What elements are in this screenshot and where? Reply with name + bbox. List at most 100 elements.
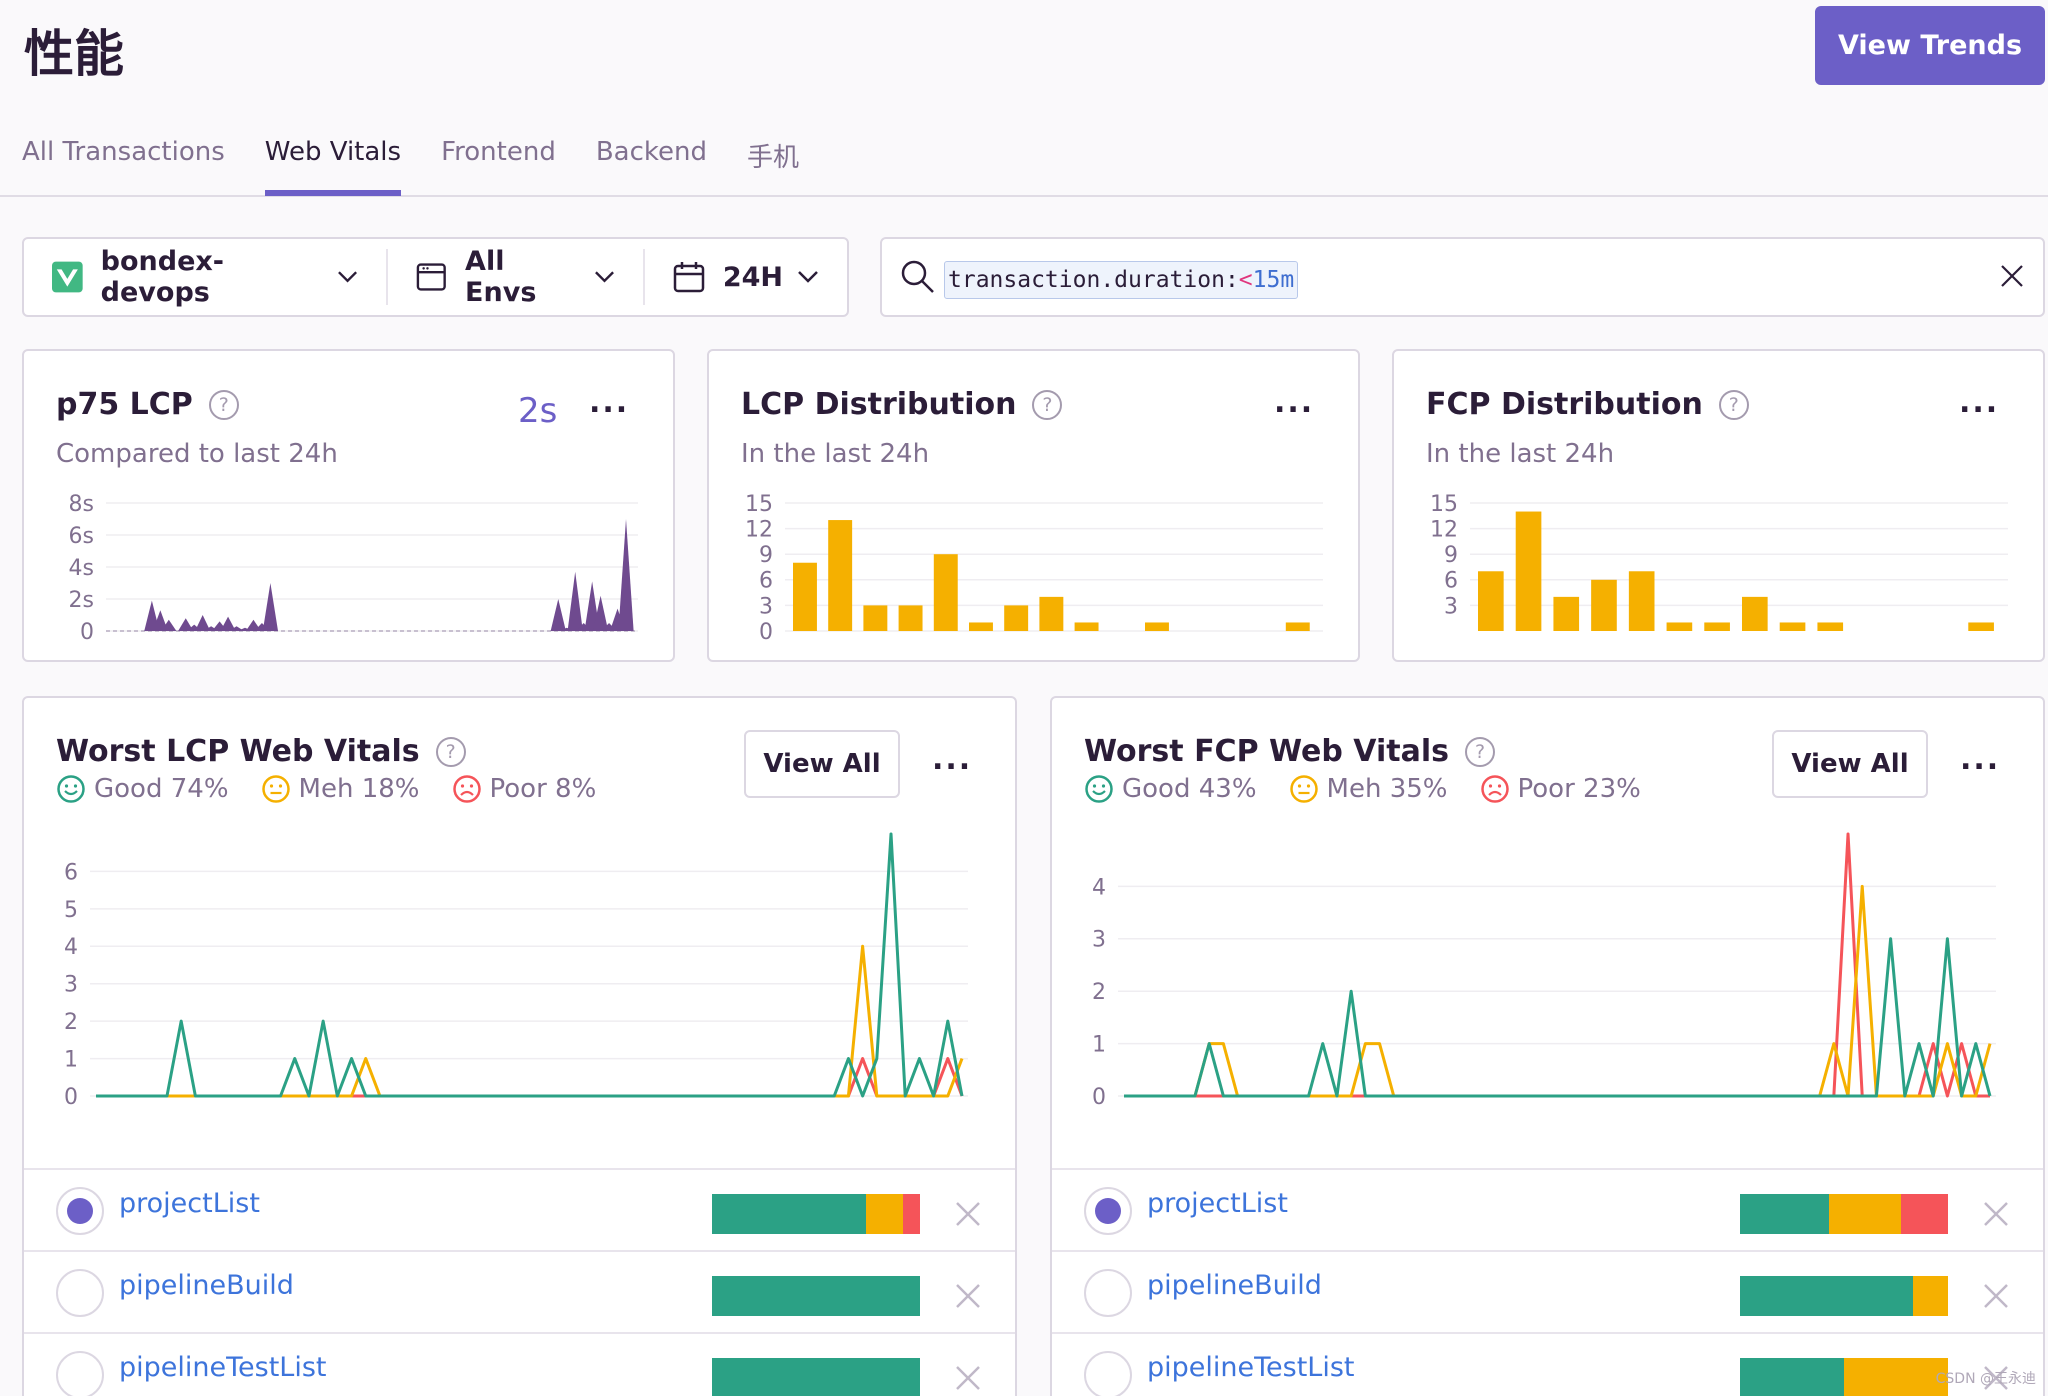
card-title-text: p75 LCP	[56, 387, 193, 422]
row-radio[interactable]	[1084, 1187, 1132, 1235]
close-icon[interactable]	[954, 1282, 982, 1310]
bar	[1285, 622, 1310, 631]
close-icon[interactable]	[1982, 1364, 2010, 1392]
search-token[interactable]: transaction.duration:<15m	[944, 261, 1299, 299]
more-icon[interactable]: ...	[589, 385, 630, 420]
bar	[1968, 622, 1994, 631]
transaction-name-link[interactable]: pipelineBuild	[119, 1270, 294, 1301]
help-icon[interactable]: ?	[1465, 736, 1495, 767]
transaction-name-link[interactable]: projectList	[1147, 1188, 1288, 1219]
view-trends-button[interactable]: View Trends	[1815, 6, 2045, 85]
neutral-face-icon	[1289, 775, 1318, 803]
environment-filter[interactable]: All Envs	[388, 246, 645, 308]
row-radio[interactable]	[56, 1187, 104, 1235]
p75-lcp-card: p75 LCP? Compared to last 24h 2s ... 8s 6…	[22, 349, 675, 662]
view-all-button[interactable]: View All	[1772, 730, 1928, 798]
bar	[793, 562, 817, 631]
transaction-name-link[interactable]: pipelineBuild	[1147, 1270, 1322, 1301]
help-icon[interactable]: ?	[1032, 389, 1063, 420]
row-radio[interactable]	[56, 1269, 104, 1317]
score-segment-good	[712, 1276, 920, 1316]
legend-poor-label: Poor 23%	[1517, 774, 1641, 804]
more-icon[interactable]: ...	[1274, 385, 1315, 420]
period-filter-label: 24H	[722, 261, 783, 293]
bar	[1779, 622, 1806, 631]
y-tick-label: 2s	[69, 588, 94, 613]
legend-good-label: Good 43%	[1122, 774, 1257, 804]
close-icon[interactable]	[1999, 263, 2025, 289]
y-tick-label: 12	[745, 518, 773, 543]
transaction-row[interactable]: pipelineTestList	[1052, 1332, 2043, 1396]
transaction-row[interactable]: pipelineTestList	[24, 1332, 1015, 1396]
score-segment-meh	[865, 1194, 904, 1234]
more-icon[interactable]: ...	[1960, 742, 2001, 777]
more-icon[interactable]: ...	[1959, 385, 2000, 420]
view-all-button[interactable]: View All	[744, 730, 900, 798]
legend-meh: Meh 18%	[261, 774, 420, 804]
y-tick-label: 2	[1092, 980, 1106, 1005]
help-icon[interactable]: ?	[208, 389, 239, 420]
transaction-row[interactable]: projectList	[24, 1168, 1015, 1250]
more-icon[interactable]: ...	[932, 742, 973, 777]
tab-mobile[interactable]: 手机	[747, 143, 800, 173]
y-tick-label: 3	[1092, 928, 1106, 953]
transaction-row[interactable]: projectList	[1052, 1168, 2043, 1250]
neutral-face-icon	[261, 775, 290, 803]
page-header: 性能 View Trends All Transactions Web Vita…	[0, 0, 2048, 197]
row-radio[interactable]	[1084, 1351, 1132, 1396]
close-icon[interactable]	[1982, 1200, 2010, 1228]
close-icon[interactable]	[1982, 1282, 2010, 1310]
card-subtitle: In the last 24h	[1426, 439, 1615, 469]
row-radio[interactable]	[1084, 1269, 1132, 1317]
transaction-name-link[interactable]: projectList	[119, 1188, 260, 1219]
bar	[1039, 596, 1064, 631]
help-icon[interactable]: ?	[435, 736, 466, 767]
page-filter-bar: bondex-devops All Envs 24H	[22, 237, 849, 317]
transaction-name-link[interactable]: pipelineTestList	[119, 1352, 327, 1383]
series-line-good	[96, 832, 964, 1098]
y-tick-label: 0	[1092, 1085, 1106, 1110]
close-icon[interactable]	[954, 1364, 982, 1392]
transaction-row[interactable]: pipelineBuild	[1052, 1250, 2043, 1332]
y-tick-label: 3	[1444, 594, 1458, 619]
help-icon[interactable]: ?	[1718, 389, 1749, 420]
legend-poor: Poor 23%	[1480, 774, 1641, 804]
legend-good: Good 74%	[56, 774, 229, 804]
y-tick-label: 3	[64, 973, 78, 998]
search-bar[interactable]: transaction.duration:<15m	[880, 237, 2045, 317]
project-filter-label: bondex-devops	[100, 246, 225, 308]
worst-fcp-card: Worst FCP Web Vitals? Good 43% Meh 35% P…	[1050, 696, 2045, 1396]
bar	[1553, 596, 1580, 631]
card-title: Worst LCP Web Vitals?	[56, 734, 466, 769]
y-tick-label: 6	[64, 860, 78, 885]
y-tick-label: 8s	[69, 492, 94, 517]
project-filter[interactable]: bondex-devops	[24, 246, 389, 308]
bar	[1074, 622, 1099, 631]
bar	[863, 605, 888, 631]
card-title: LCP Distribution?	[741, 387, 1063, 422]
score-segment-meh	[1828, 1194, 1901, 1234]
period-filter[interactable]: 24H	[645, 249, 847, 305]
lcp-distribution-card: LCP Distribution? In the last 24h ... 15…	[707, 349, 1360, 662]
bar	[1478, 571, 1504, 631]
y-tick-label: 0	[80, 620, 94, 641]
transaction-row[interactable]: pipelineBuild	[24, 1250, 1015, 1332]
window-icon	[417, 263, 447, 291]
card-title-text: FCP Distribution	[1426, 387, 1703, 422]
row-radio[interactable]	[56, 1351, 104, 1396]
vitals-score-bar	[1740, 1358, 1948, 1396]
close-icon[interactable]	[954, 1200, 982, 1228]
worst-lcp-chart: 6 5 4 3 2 1 0	[64, 832, 968, 1110]
tab-frontend[interactable]: Frontend	[441, 137, 556, 167]
transaction-name-link[interactable]: pipelineTestList	[1147, 1352, 1355, 1383]
calendar-icon	[673, 262, 705, 293]
tab-backend[interactable]: Backend	[595, 137, 708, 167]
score-segment-good	[712, 1358, 920, 1396]
score-segment-good	[712, 1194, 866, 1234]
tab-all-transactions[interactable]: All Transactions	[22, 137, 225, 167]
bar	[1704, 622, 1730, 631]
series-line-poor	[1124, 832, 1990, 1098]
tab-web-vitals[interactable]: Web Vitals	[264, 137, 402, 196]
happy-face-icon	[1085, 775, 1113, 803]
